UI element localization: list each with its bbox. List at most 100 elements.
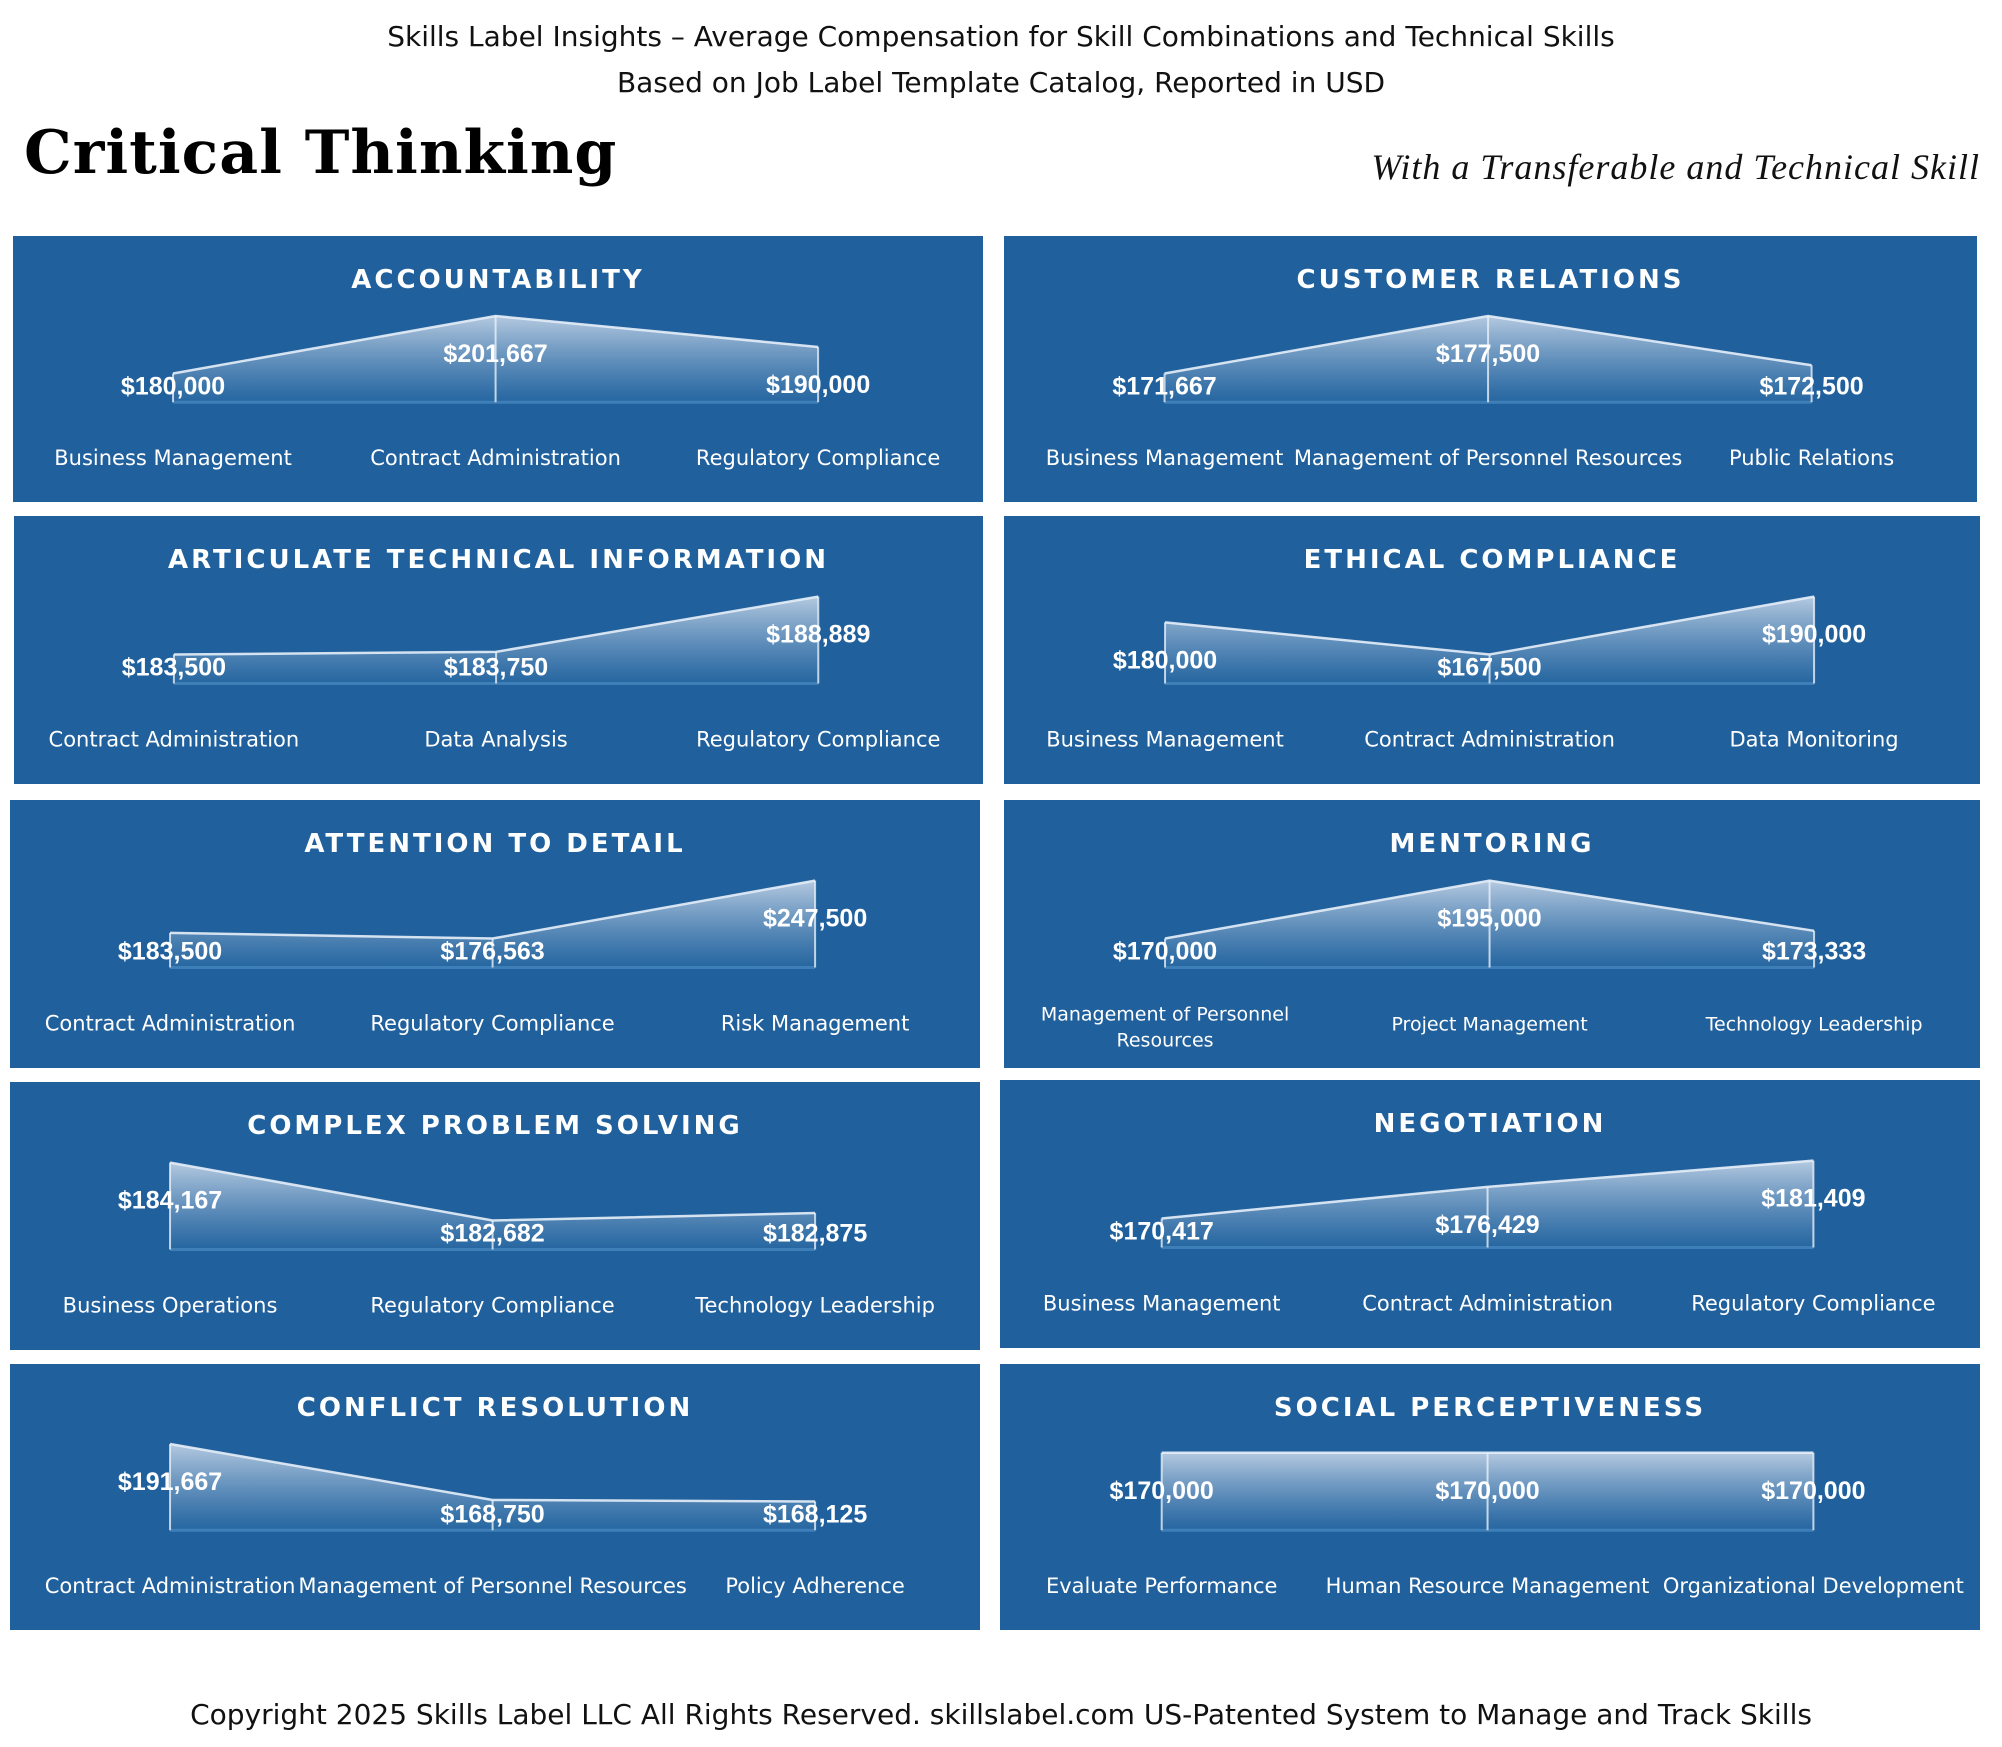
area-series bbox=[170, 1444, 816, 1531]
header-line-1: Skills Label Insights – Average Compensa… bbox=[387, 20, 1615, 53]
category-label: Technology Leadership bbox=[1705, 1013, 1923, 1035]
data-label: $181,409 bbox=[1761, 1185, 1865, 1213]
chart-svg: MENTORING $170,000 Management of Personnel… bbox=[1041, 829, 1923, 1051]
category-label: Data Monitoring bbox=[1730, 727, 1899, 751]
category-label: Regulatory Compliance bbox=[1691, 1291, 1935, 1315]
category-label: Data Analysis bbox=[424, 727, 567, 751]
category-label: Contract Administration bbox=[45, 1574, 296, 1598]
page-subtitle: With a Transferable and Technical Skill bbox=[1371, 147, 1980, 187]
chart-panel-2: CUSTOMER RELATIONS $171,667 Business Manag… bbox=[1004, 236, 1977, 502]
category-label: Evaluate Performance bbox=[1046, 1574, 1277, 1598]
data-label: $191,667 bbox=[118, 1468, 222, 1496]
category-label: Business Management bbox=[54, 446, 292, 470]
chart-svg: CUSTOMER RELATIONS $171,667 Business Manag… bbox=[1046, 265, 1894, 470]
chart-title: MENTORING bbox=[1389, 829, 1594, 859]
chart-title: ATTENTION TO DETAIL bbox=[304, 829, 685, 859]
data-label: $170,000 bbox=[1435, 1477, 1539, 1505]
chart-svg: NEGOTIATION $170,417 Business Management $1… bbox=[1043, 1109, 1936, 1315]
chart-svg: SOCIAL PERCEPTIVENESS $170,000 Evaluate Pe… bbox=[1046, 1393, 1964, 1598]
category-label: Regulatory Compliance bbox=[370, 1011, 614, 1035]
category-label: Business Management bbox=[1043, 1291, 1281, 1315]
category-label: Public Relations bbox=[1729, 446, 1894, 470]
category-label: Contract Administration bbox=[1362, 1291, 1613, 1315]
area-series bbox=[173, 596, 819, 684]
chart-svg: COMPLEX PROBLEM SOLVING $184,167 Business … bbox=[63, 1111, 935, 1317]
data-label: $170,000 bbox=[1113, 938, 1217, 966]
chart-panel-9: CONFLICT RESOLUTION $191,667 Contract Admi… bbox=[10, 1364, 980, 1630]
chart-panel-3: ARTICULATE TECHNICAL INFORMATION $183,500… bbox=[14, 516, 983, 784]
chart-panel-1: ACCOUNTABILITY $180,000 Business Managemen… bbox=[13, 236, 983, 502]
area-top-line bbox=[172, 314, 819, 375]
area-series bbox=[170, 880, 816, 968]
data-label: $195,000 bbox=[1437, 905, 1541, 933]
data-label: $176,563 bbox=[440, 938, 544, 966]
category-label: Contract Administration bbox=[49, 727, 300, 751]
chart-title: ACCOUNTABILITY bbox=[351, 265, 644, 295]
category-label: Regulatory Compliance bbox=[696, 446, 940, 470]
category-label: Business Management bbox=[1046, 446, 1284, 470]
data-label: $170,000 bbox=[1761, 1477, 1865, 1505]
data-label: $183,750 bbox=[444, 654, 548, 682]
chart-title: ARTICULATE TECHNICAL INFORMATION bbox=[168, 545, 829, 575]
chart-panel-10: SOCIAL PERCEPTIVENESS $170,000 Evaluate Pe… bbox=[1000, 1364, 1980, 1630]
data-label: $183,500 bbox=[118, 938, 222, 966]
chart-title: CUSTOMER RELATIONS bbox=[1297, 265, 1685, 295]
category-label: Business Management bbox=[1046, 727, 1284, 751]
chart-title: COMPLEX PROBLEM SOLVING bbox=[247, 1111, 743, 1141]
category-label: Organizational Development bbox=[1663, 1574, 1964, 1598]
category-label: Contract Administration bbox=[1364, 727, 1615, 751]
data-label: $170,417 bbox=[1110, 1218, 1214, 1246]
chart-title: NEGOTIATION bbox=[1374, 1109, 1607, 1139]
data-label: $247,500 bbox=[763, 905, 867, 933]
data-label: $168,125 bbox=[763, 1500, 867, 1528]
data-label: $182,682 bbox=[440, 1220, 544, 1248]
data-label: $173,333 bbox=[1762, 938, 1866, 966]
chart-svg: ATTENTION TO DETAIL $183,500 Contract Admi… bbox=[45, 829, 910, 1035]
page-title: Critical Thinking bbox=[24, 118, 618, 188]
category-label: Regulatory Compliance bbox=[370, 1293, 614, 1317]
category-label: Regulatory Compliance bbox=[696, 727, 940, 751]
data-label: $167,500 bbox=[1437, 654, 1541, 682]
category-label: Management of Personnel Resources bbox=[298, 1574, 686, 1598]
data-label: $188,889 bbox=[766, 621, 870, 649]
chart-title: CONFLICT RESOLUTION bbox=[297, 1393, 693, 1423]
category-label: Risk Management bbox=[721, 1011, 910, 1035]
chart-panel-6: MENTORING $170,000 Management of Personnel… bbox=[1004, 800, 1980, 1068]
data-label: $182,875 bbox=[763, 1220, 867, 1248]
data-label: $190,000 bbox=[766, 371, 870, 399]
data-label: $171,667 bbox=[1112, 372, 1216, 400]
area-top-line bbox=[1161, 1159, 1814, 1220]
data-label: $190,000 bbox=[1762, 621, 1866, 649]
category-label: Business Operations bbox=[63, 1293, 278, 1317]
category-label: Contract Administration bbox=[45, 1011, 296, 1035]
data-label: $184,167 bbox=[118, 1187, 222, 1215]
category-label: Contract Administration bbox=[370, 446, 621, 470]
chart-svg: CONFLICT RESOLUTION $191,667 Contract Admi… bbox=[45, 1393, 905, 1598]
category-label: Management of Personnel Resources bbox=[1294, 446, 1682, 470]
category-label: Human Resource Management bbox=[1326, 1574, 1650, 1598]
chart-panel-7: COMPLEX PROBLEM SOLVING $184,167 Business … bbox=[10, 1082, 980, 1350]
data-label: $170,000 bbox=[1110, 1477, 1214, 1505]
area-series bbox=[1165, 596, 1815, 684]
category-label: Project Management bbox=[1391, 1013, 1587, 1035]
data-label: $180,000 bbox=[121, 372, 225, 400]
chart-title: ETHICAL COMPLIANCE bbox=[1304, 545, 1681, 575]
area-series bbox=[170, 1162, 816, 1250]
footer-copyright: Copyright 2025 Skills Label LLC All Righ… bbox=[190, 1698, 1812, 1731]
area-top-line bbox=[1164, 314, 1812, 375]
data-label: $172,500 bbox=[1759, 372, 1863, 400]
chart-panel-8: NEGOTIATION $170,417 Business Management $1… bbox=[1000, 1080, 1980, 1348]
chart-svg: ARTICULATE TECHNICAL INFORMATION $183,500… bbox=[49, 545, 941, 751]
data-label: $176,429 bbox=[1435, 1211, 1539, 1239]
chart-title: SOCIAL PERCEPTIVENESS bbox=[1274, 1393, 1706, 1423]
chart-panel-5: ATTENTION TO DETAIL $183,500 Contract Admi… bbox=[10, 800, 980, 1068]
data-label: $183,500 bbox=[122, 654, 226, 682]
chart-panel-4: ETHICAL COMPLIANCE $180,000 Business Manag… bbox=[1004, 516, 1980, 784]
area-top-line bbox=[1164, 879, 1815, 940]
chart-svg: ETHICAL COMPLIANCE $180,000 Business Manag… bbox=[1046, 545, 1899, 751]
data-label: $180,000 bbox=[1113, 646, 1217, 674]
data-label: $177,500 bbox=[1436, 340, 1540, 368]
category-label: Policy Adherence bbox=[725, 1574, 905, 1598]
category-label: Technology Leadership bbox=[694, 1293, 935, 1317]
data-label: $168,750 bbox=[440, 1500, 544, 1528]
